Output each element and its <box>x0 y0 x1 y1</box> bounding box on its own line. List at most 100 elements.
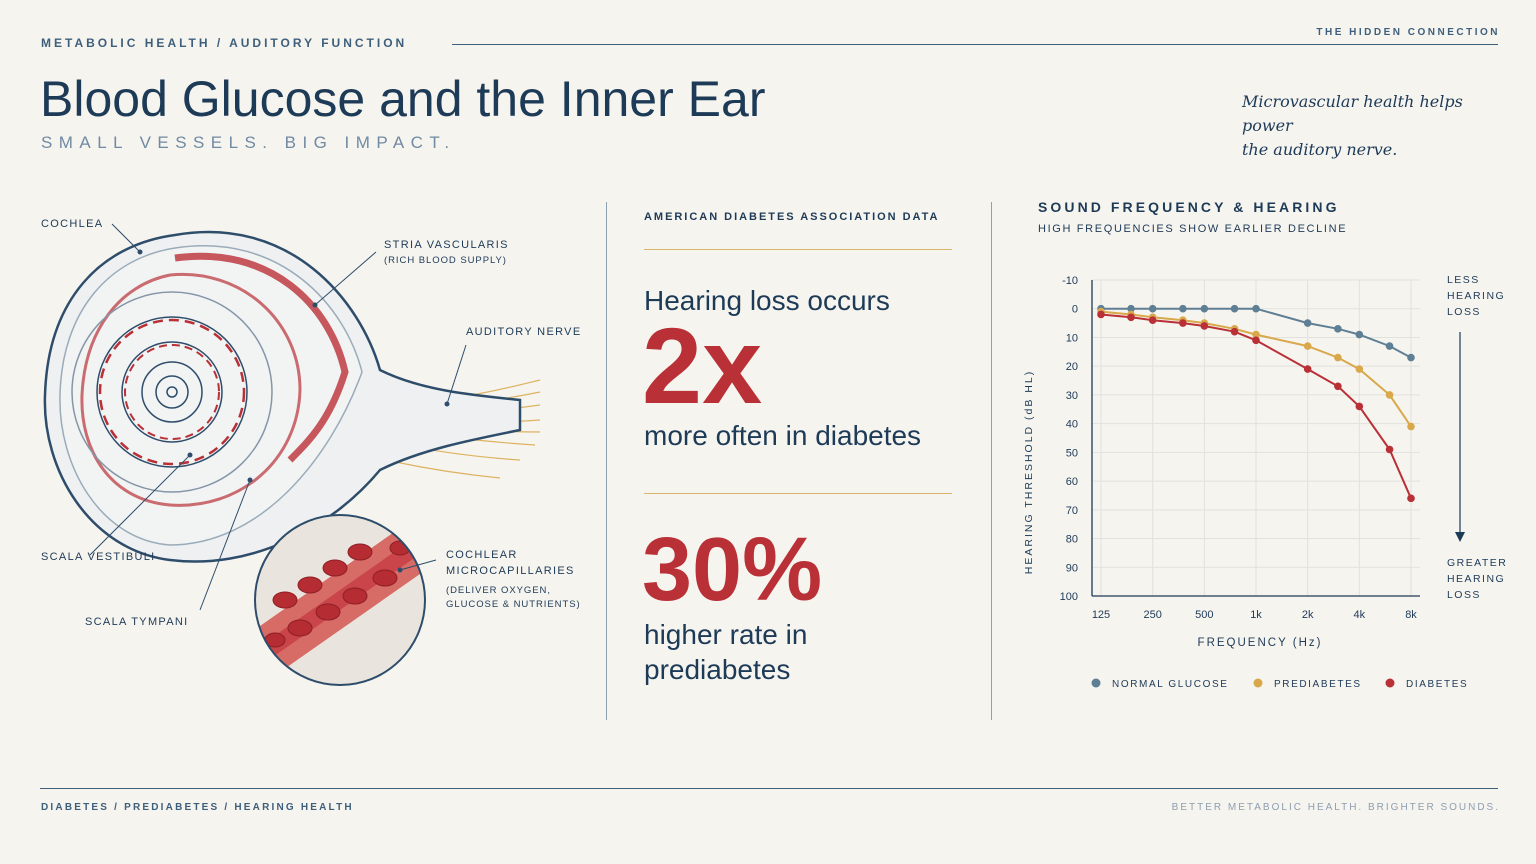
data-point <box>1407 353 1415 362</box>
data-point <box>1303 319 1312 327</box>
data-point <box>1148 304 1157 313</box>
cochlea-spiral <box>71 291 273 493</box>
x-axis-label: FREQUENCY (Hz) <box>1198 637 1323 649</box>
cochlea-inner-wall <box>59 245 363 546</box>
y-tick-label: 10 <box>1066 332 1078 344</box>
label-cochlea: COCHLEA <box>41 218 104 230</box>
stat2-value: 30% <box>642 520 823 620</box>
page-title: Blood Glucose and the Inner Ear <box>40 71 766 127</box>
data-point <box>1148 316 1157 325</box>
chart-grid <box>1092 279 1420 597</box>
pull-quote-line-2: the auditory nerve. <box>1242 140 1398 159</box>
label-auditory-nerve: AUDITORY NERVE <box>466 326 582 338</box>
y-tick-label: 50 <box>1066 447 1078 459</box>
y-tick-labels: -10 0 10 20 30 40 50 60 70 80 90 100 <box>1060 275 1078 603</box>
y-tick-label: 0 <box>1072 304 1078 316</box>
y-tick-label: 100 <box>1060 591 1078 603</box>
data-point <box>1252 330 1260 339</box>
x-tick-labels: 125 250 500 1k 2k 4k 8k <box>1092 609 1417 621</box>
legend-marker <box>1253 678 1263 688</box>
data-point <box>1407 494 1415 503</box>
stria-vascularis-band <box>174 252 349 463</box>
data-point <box>1200 322 1209 330</box>
x-tick-label: 4k <box>1354 609 1366 621</box>
chart-legend: NORMAL GLUCOSE PREDIABETES DIABETES <box>1091 678 1468 690</box>
data-point <box>1355 330 1364 339</box>
x-tick-label: 1k <box>1250 609 1262 621</box>
data-point <box>1385 391 1394 399</box>
column-divider-2 <box>991 202 992 720</box>
y-tick-label: 30 <box>1066 390 1078 402</box>
data-point <box>1355 365 1364 373</box>
data-point <box>1179 319 1187 327</box>
chart-subtitle: HIGH FREQUENCIES SHOW EARLIER DECLINE <box>1038 223 1348 235</box>
label-scala-tympani: SCALA TYMPANI <box>85 616 189 628</box>
data-point <box>1407 422 1415 431</box>
greater-loss-note: GREATER HEARING LOSS <box>1447 557 1508 601</box>
data-point <box>1334 382 1342 391</box>
data-point <box>1303 342 1312 350</box>
label-capillaries-sub-2: GLUCOSE & NUTRIENTS) <box>446 599 581 610</box>
legend-marker <box>1091 678 1101 688</box>
vessel-band-inner <box>80 272 302 507</box>
y-tick-label: 40 <box>1066 419 1078 431</box>
x-tick-label: 125 <box>1092 609 1110 621</box>
data-point <box>1230 304 1239 313</box>
data-point <box>1252 304 1260 313</box>
hearing-chart: -10 0 10 20 30 40 50 60 70 80 90 100 125 250 500 1k 2k 4… <box>1023 275 1468 690</box>
chart-axes <box>1091 280 1420 597</box>
stat1-value: 2x <box>642 305 763 426</box>
x-tick-label: 500 <box>1195 609 1213 621</box>
y-tick-label: -10 <box>1062 275 1078 287</box>
direction-arrow <box>1455 332 1465 542</box>
legend-marker <box>1385 678 1395 688</box>
x-tick-label: 8k <box>1405 609 1417 621</box>
footer-tags: DIABETES / PREDIABETES / HEARING HEALTH <box>41 802 354 813</box>
data-point <box>1385 342 1394 350</box>
x-tick-label: 2k <box>1302 609 1314 621</box>
legend-label: NORMAL GLUCOSE <box>1112 679 1229 690</box>
footer-tagline: BETTER METABOLIC HEALTH. BRIGHTER SOUNDS… <box>1171 802 1500 813</box>
page-subtitle: SMALL VESSELS. BIG IMPACT. <box>41 133 456 152</box>
data-point <box>1303 365 1312 373</box>
stat1-lead: Hearing loss occurs <box>644 285 890 316</box>
data-point <box>1355 402 1364 411</box>
x-tick-label: 250 <box>1143 609 1161 621</box>
legend-label: PREDIABETES <box>1274 679 1362 690</box>
leader-lines <box>89 223 467 611</box>
label-capillaries-1: COCHLEAR <box>446 549 518 561</box>
data-point <box>1097 310 1105 319</box>
legend-label: DIABETES <box>1406 679 1468 690</box>
pull-quote: Microvascular health helps power the aud… <box>1242 90 1512 162</box>
stat2-tail-1: higher rate in <box>644 619 808 650</box>
less-loss-note: LESS HEARING LOSS <box>1447 274 1506 318</box>
chart-title: SOUND FREQUENCY & HEARING <box>1038 199 1340 215</box>
microcapillaries-zoom <box>254 514 426 686</box>
label-stria-sub: (RICH BLOOD SUPPLY) <box>384 255 507 266</box>
y-tick-label: 70 <box>1066 505 1078 517</box>
y-tick-label: 60 <box>1066 476 1078 488</box>
data-point <box>1252 336 1260 345</box>
stat2-tail-2: prediabetes <box>644 654 791 685</box>
label-scala-vestibuli: SCALA VESTIBULI <box>41 551 156 563</box>
cochlea-illustration <box>43 223 541 686</box>
data-point <box>1179 304 1187 313</box>
breadcrumb: METABOLIC HEALTH / AUDITORY FUNCTION <box>41 36 408 50</box>
series-points <box>1097 304 1415 503</box>
footer-divider <box>40 788 1498 789</box>
data-point <box>1127 304 1135 313</box>
stats-source: AMERICAN DIABETES ASSOCIATION DATA <box>644 211 940 223</box>
label-capillaries-sub-1: (DELIVER OXYGEN, <box>446 585 551 596</box>
stats-rule-middle <box>644 493 952 494</box>
label-stria-vascularis: STRIA VASCULARIS <box>384 239 509 251</box>
data-point <box>1334 325 1342 333</box>
data-point <box>1127 313 1135 322</box>
stats-rule-top <box>644 249 952 250</box>
header-divider <box>452 44 1498 45</box>
kicker: THE HIDDEN CONNECTION <box>1316 27 1500 38</box>
data-point <box>1200 304 1209 313</box>
label-capillaries-2: MICROCAPILLARIES <box>446 565 575 577</box>
y-axis-label: HEARING THRESHOLD (dB HL) <box>1023 370 1035 574</box>
stat1-tail: more often in diabetes <box>644 420 922 451</box>
y-tick-label: 20 <box>1066 361 1078 373</box>
